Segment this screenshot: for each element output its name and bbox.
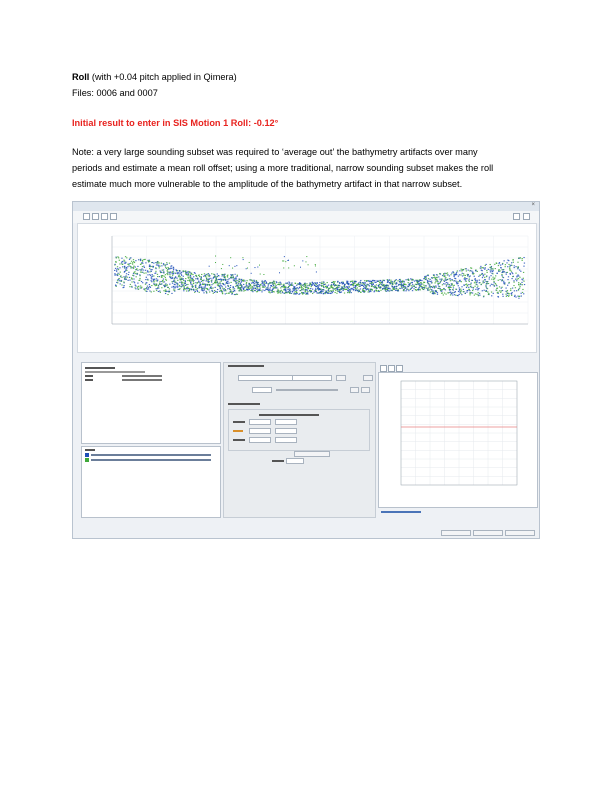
- zoom-icon: [396, 365, 403, 372]
- result-line: Initial result to enter in SIS Motion 1 …: [72, 118, 279, 128]
- file-1-blue-swatch: [85, 453, 89, 457]
- line-list-pane: [81, 362, 221, 444]
- pan-icon: [101, 213, 108, 220]
- residual-plot: [400, 380, 518, 486]
- line-entry-2: [85, 371, 145, 373]
- offset-heading-new[interactable]: [275, 437, 297, 443]
- save-apply-button[interactable]: [441, 530, 471, 536]
- offset-roll-current[interactable]: [249, 419, 271, 425]
- files-line: Files: 0006 and 0007: [72, 88, 158, 98]
- file-2-name: [91, 459, 211, 461]
- settings-icon: [523, 213, 530, 220]
- note-line-1: Note: a very large sounding subset was r…: [72, 147, 478, 157]
- step-button-2[interactable]: [361, 387, 370, 393]
- layout-icon: [513, 213, 520, 220]
- close-icon: ×: [531, 202, 535, 208]
- home-icon: [83, 213, 90, 220]
- step-button-1[interactable]: [350, 387, 359, 393]
- controls-pane: [223, 362, 376, 518]
- residual-plot-pane: [378, 372, 538, 508]
- file-2-green-swatch: [85, 458, 89, 462]
- value-input[interactable]: [252, 387, 272, 393]
- heading-line: Roll (with +0.04 pitch applied in Qimera…: [72, 71, 237, 84]
- file-1-name: [91, 454, 211, 456]
- bathymetry-profile-plot: [111, 235, 529, 325]
- offset-pitch-current[interactable]: [249, 428, 271, 434]
- value-slider[interactable]: [276, 389, 338, 391]
- residual-status: [381, 511, 421, 513]
- home-icon: [380, 365, 387, 372]
- heading-bold: Roll: [72, 72, 90, 82]
- note-line-2: periods and estimate a mean roll offset;…: [72, 163, 494, 173]
- compute-button[interactable]: [294, 451, 330, 457]
- offset-roll-new[interactable]: [275, 419, 297, 425]
- qimera-screenshot: ×: [72, 201, 540, 539]
- plot-toolbar: [73, 211, 539, 223]
- cancel-button[interactable]: [505, 530, 535, 536]
- heading-rest: (with +0.04 pitch applied in Qimera): [89, 72, 237, 82]
- line-entry-1: [85, 367, 115, 369]
- pan-icon: [388, 365, 395, 372]
- apply-button[interactable]: [473, 530, 503, 536]
- select-icon: [110, 213, 117, 220]
- offset-heading-current[interactable]: [249, 437, 271, 443]
- reset-button[interactable]: [336, 375, 346, 381]
- offset-pitch-new[interactable]: [275, 428, 297, 434]
- offsets-group: [228, 409, 370, 451]
- sounding-cloud: [114, 255, 526, 299]
- bathymetry-profile-panel: [77, 223, 537, 353]
- result-field[interactable]: [286, 458, 304, 464]
- file-list-pane: [81, 446, 221, 518]
- dialog-buttons: [73, 528, 539, 538]
- note-line-3: estimate much more vulnerable to the amp…: [72, 179, 463, 189]
- method-select[interactable]: [292, 375, 332, 381]
- apply-small-button[interactable]: [363, 375, 373, 381]
- zoom-icon: [92, 213, 99, 220]
